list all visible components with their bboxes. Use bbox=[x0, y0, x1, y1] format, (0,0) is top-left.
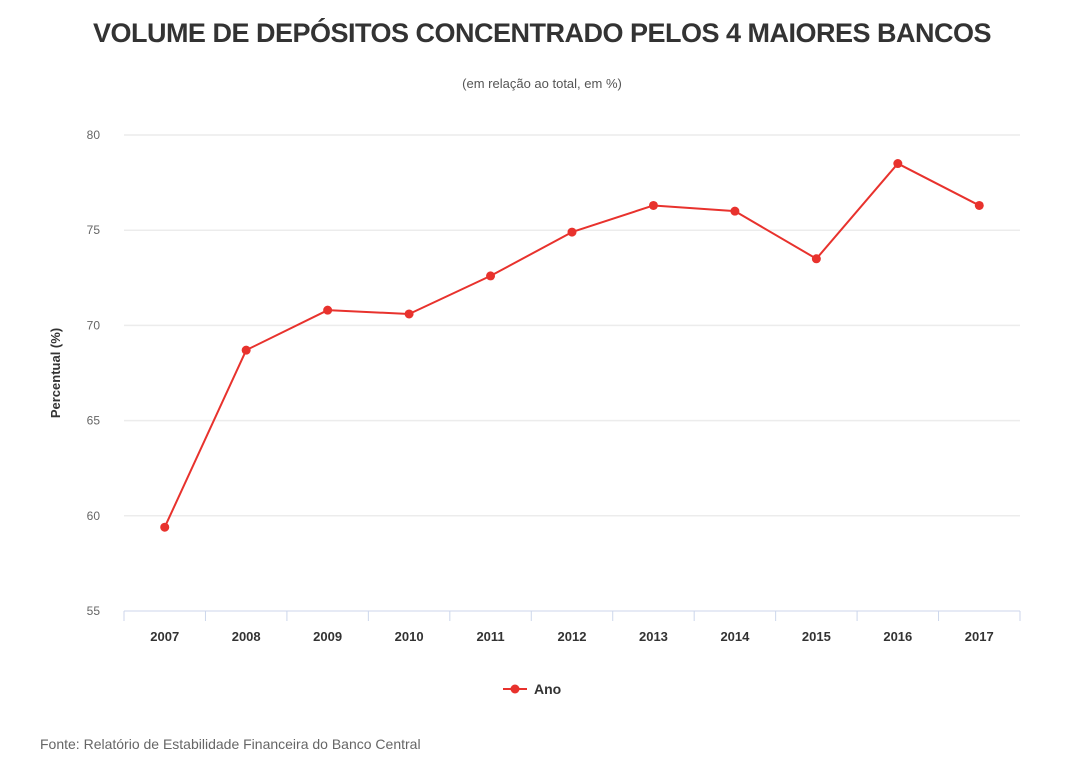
y-tick-label: 70 bbox=[87, 318, 101, 332]
data-point-2017[interactable] bbox=[974, 200, 984, 210]
y-tick-label: 60 bbox=[87, 509, 101, 523]
x-tick-label: 2013 bbox=[639, 629, 668, 644]
x-axis-ticks: 2007 2008 2009 2010 2011 2012 2013 2014 2015 2016… bbox=[150, 629, 993, 644]
data-point-2009[interactable] bbox=[323, 305, 333, 315]
series-ano bbox=[160, 159, 984, 532]
gridlines bbox=[124, 134, 1020, 517]
legend-marker bbox=[510, 684, 520, 694]
data-point-2012[interactable] bbox=[567, 227, 577, 237]
y-axis-ticks: 55 60 65 70 75 80 bbox=[87, 128, 101, 618]
source-note: Fonte: Relatório de Estabilidade Finance… bbox=[40, 736, 421, 752]
data-point-2010[interactable] bbox=[404, 309, 414, 319]
x-tick-label: 2007 bbox=[150, 629, 179, 644]
y-tick-label: 80 bbox=[87, 128, 101, 142]
x-tick-label: 2008 bbox=[232, 629, 261, 644]
data-point-2008[interactable] bbox=[241, 345, 251, 355]
y-axis-label: Percentual (%) bbox=[48, 328, 63, 418]
y-tick-label: 55 bbox=[87, 604, 101, 618]
x-axis bbox=[123, 610, 1021, 621]
series-line bbox=[163, 162, 980, 528]
x-tick-label: 2014 bbox=[720, 629, 750, 644]
x-tick-label: 2017 bbox=[965, 629, 994, 644]
x-tick-label: 2011 bbox=[476, 629, 504, 644]
y-tick-label: 75 bbox=[87, 223, 101, 237]
data-point-2014[interactable] bbox=[730, 206, 740, 216]
x-tick-label: 2016 bbox=[883, 629, 912, 644]
y-tick-label: 65 bbox=[87, 414, 101, 428]
data-point-2016[interactable] bbox=[893, 159, 903, 169]
data-point-2007[interactable] bbox=[160, 522, 170, 532]
x-tick-label: 2009 bbox=[313, 629, 342, 644]
x-tick-label: 2010 bbox=[395, 629, 424, 644]
x-tick-label: 2012 bbox=[558, 629, 587, 644]
data-point-2011[interactable] bbox=[486, 271, 496, 281]
data-point-2013[interactable] bbox=[648, 200, 658, 210]
x-tick-label: 2015 bbox=[802, 629, 831, 644]
chart-title: VOLUME DE DEPÓSITOS CONCENTRADO PELOS 4 … bbox=[92, 18, 992, 48]
data-point-2015[interactable] bbox=[811, 254, 821, 264]
legend[interactable]: Ano bbox=[503, 681, 561, 697]
chart-subtitle: (em relação ao total, em %) bbox=[462, 76, 622, 91]
legend-label: Ano bbox=[534, 681, 561, 697]
